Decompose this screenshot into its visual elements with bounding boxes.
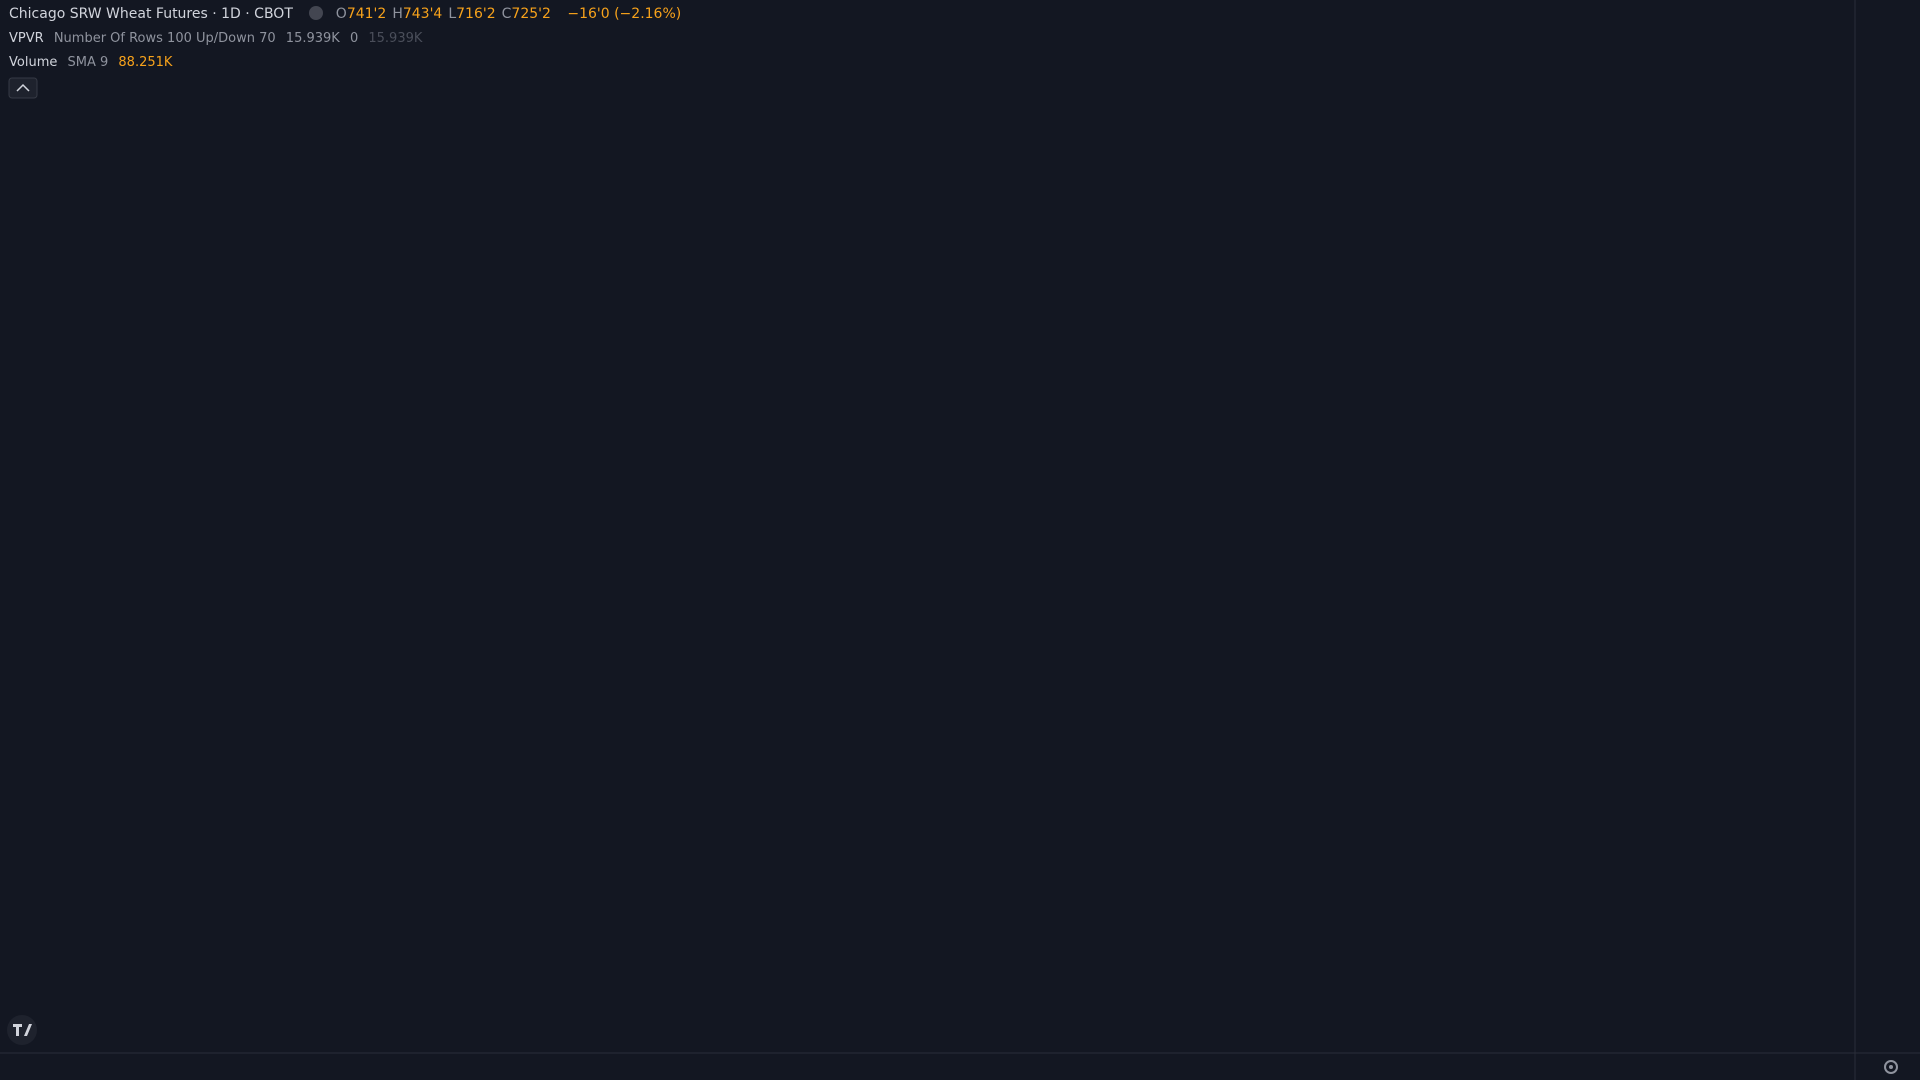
settings-button[interactable] (1884, 1060, 1898, 1074)
ohlc-value: 741'2 (346, 6, 387, 22)
price-axis (1855, 0, 1920, 1080)
chevron-icon[interactable] (16, 83, 30, 92)
logo[interactable] (7, 1015, 37, 1045)
indicator-value: 15.939K (368, 31, 423, 46)
ohlc-key: C (501, 6, 512, 22)
logo-mark[interactable] (13, 1024, 32, 1036)
gear-center[interactable] (1889, 1065, 1893, 1069)
indicator-value: 0 (349, 31, 359, 46)
volume-legend: Volume SMA 9 88.251K (9, 55, 178, 70)
ohlc-key: O (335, 6, 347, 22)
ohlc-key: H (392, 6, 403, 22)
ohlc-key: L (448, 6, 457, 22)
symbol-title: Chicago SRW Wheat Futures · 1D · CBOT (9, 6, 293, 22)
indicator-name: VPVR (9, 31, 44, 46)
ohlc-value: 725'2 (511, 6, 551, 22)
indicator-name: Volume (9, 55, 58, 70)
vpvr-legend: VPVR Number Of Rows 100 Up/Down 70 15.93… (9, 31, 428, 46)
indicator-settings: SMA 9 (67, 55, 109, 70)
collapse-button[interactable] (8, 77, 38, 99)
ohlc: O741'2 H743'4 L716'2 C725'2 (336, 6, 557, 22)
button-frame[interactable] (8, 77, 38, 99)
indicator-value: 88.251K (118, 55, 173, 70)
status-dot[interactable] (309, 6, 324, 20)
change: −16'0 (−2.16%) (567, 6, 682, 22)
ohlc-value: 716'2 (456, 6, 496, 22)
indicator-settings: Number Of Rows 100 Up/Down 70 (53, 31, 276, 46)
ohlc-value: 743'4 (402, 6, 443, 22)
symbol-legend: Chicago SRW Wheat Futures · 1D · CBOT O7… (9, 6, 687, 22)
indicator-value: 15.939K (285, 31, 340, 46)
gear-icon[interactable] (1884, 1060, 1898, 1074)
logo-circle[interactable] (7, 1015, 37, 1045)
